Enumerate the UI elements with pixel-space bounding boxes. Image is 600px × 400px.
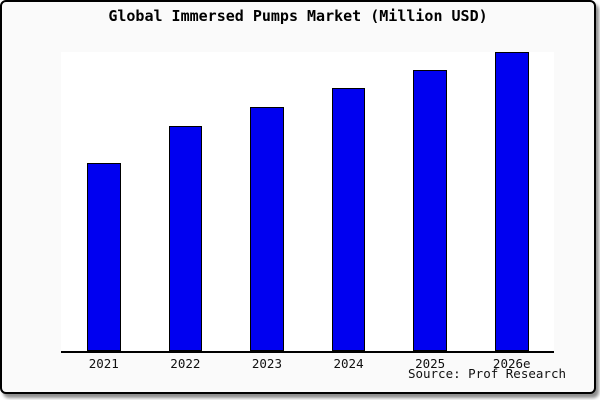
x-tick-label-2021: 2021 [88,356,119,371]
x-tick-label-2026e: 2026e [492,356,531,371]
bar-2023 [250,107,284,351]
bar-2025 [413,70,447,351]
plot-area [61,52,554,353]
source-credit: Source: Prof Research [407,366,566,381]
bar-2026e [495,52,529,351]
bar-2024 [331,88,366,351]
chart-card: Global Immersed Pumps Market (Million US… [0,0,596,394]
x-tick-label-2022: 2022 [170,356,201,371]
x-tick-label-2023: 2023 [251,356,282,371]
x-axis-labels: 2021 2022 2023 2024 2025 2026e [2,356,594,372]
bar-2022 [168,126,203,351]
x-tick-label-2025: 2025 [415,356,446,371]
x-tick-label-2024: 2024 [333,356,364,371]
bar-2021 [87,163,121,351]
chart-title: Global Immersed Pumps Market (Million US… [108,7,488,25]
